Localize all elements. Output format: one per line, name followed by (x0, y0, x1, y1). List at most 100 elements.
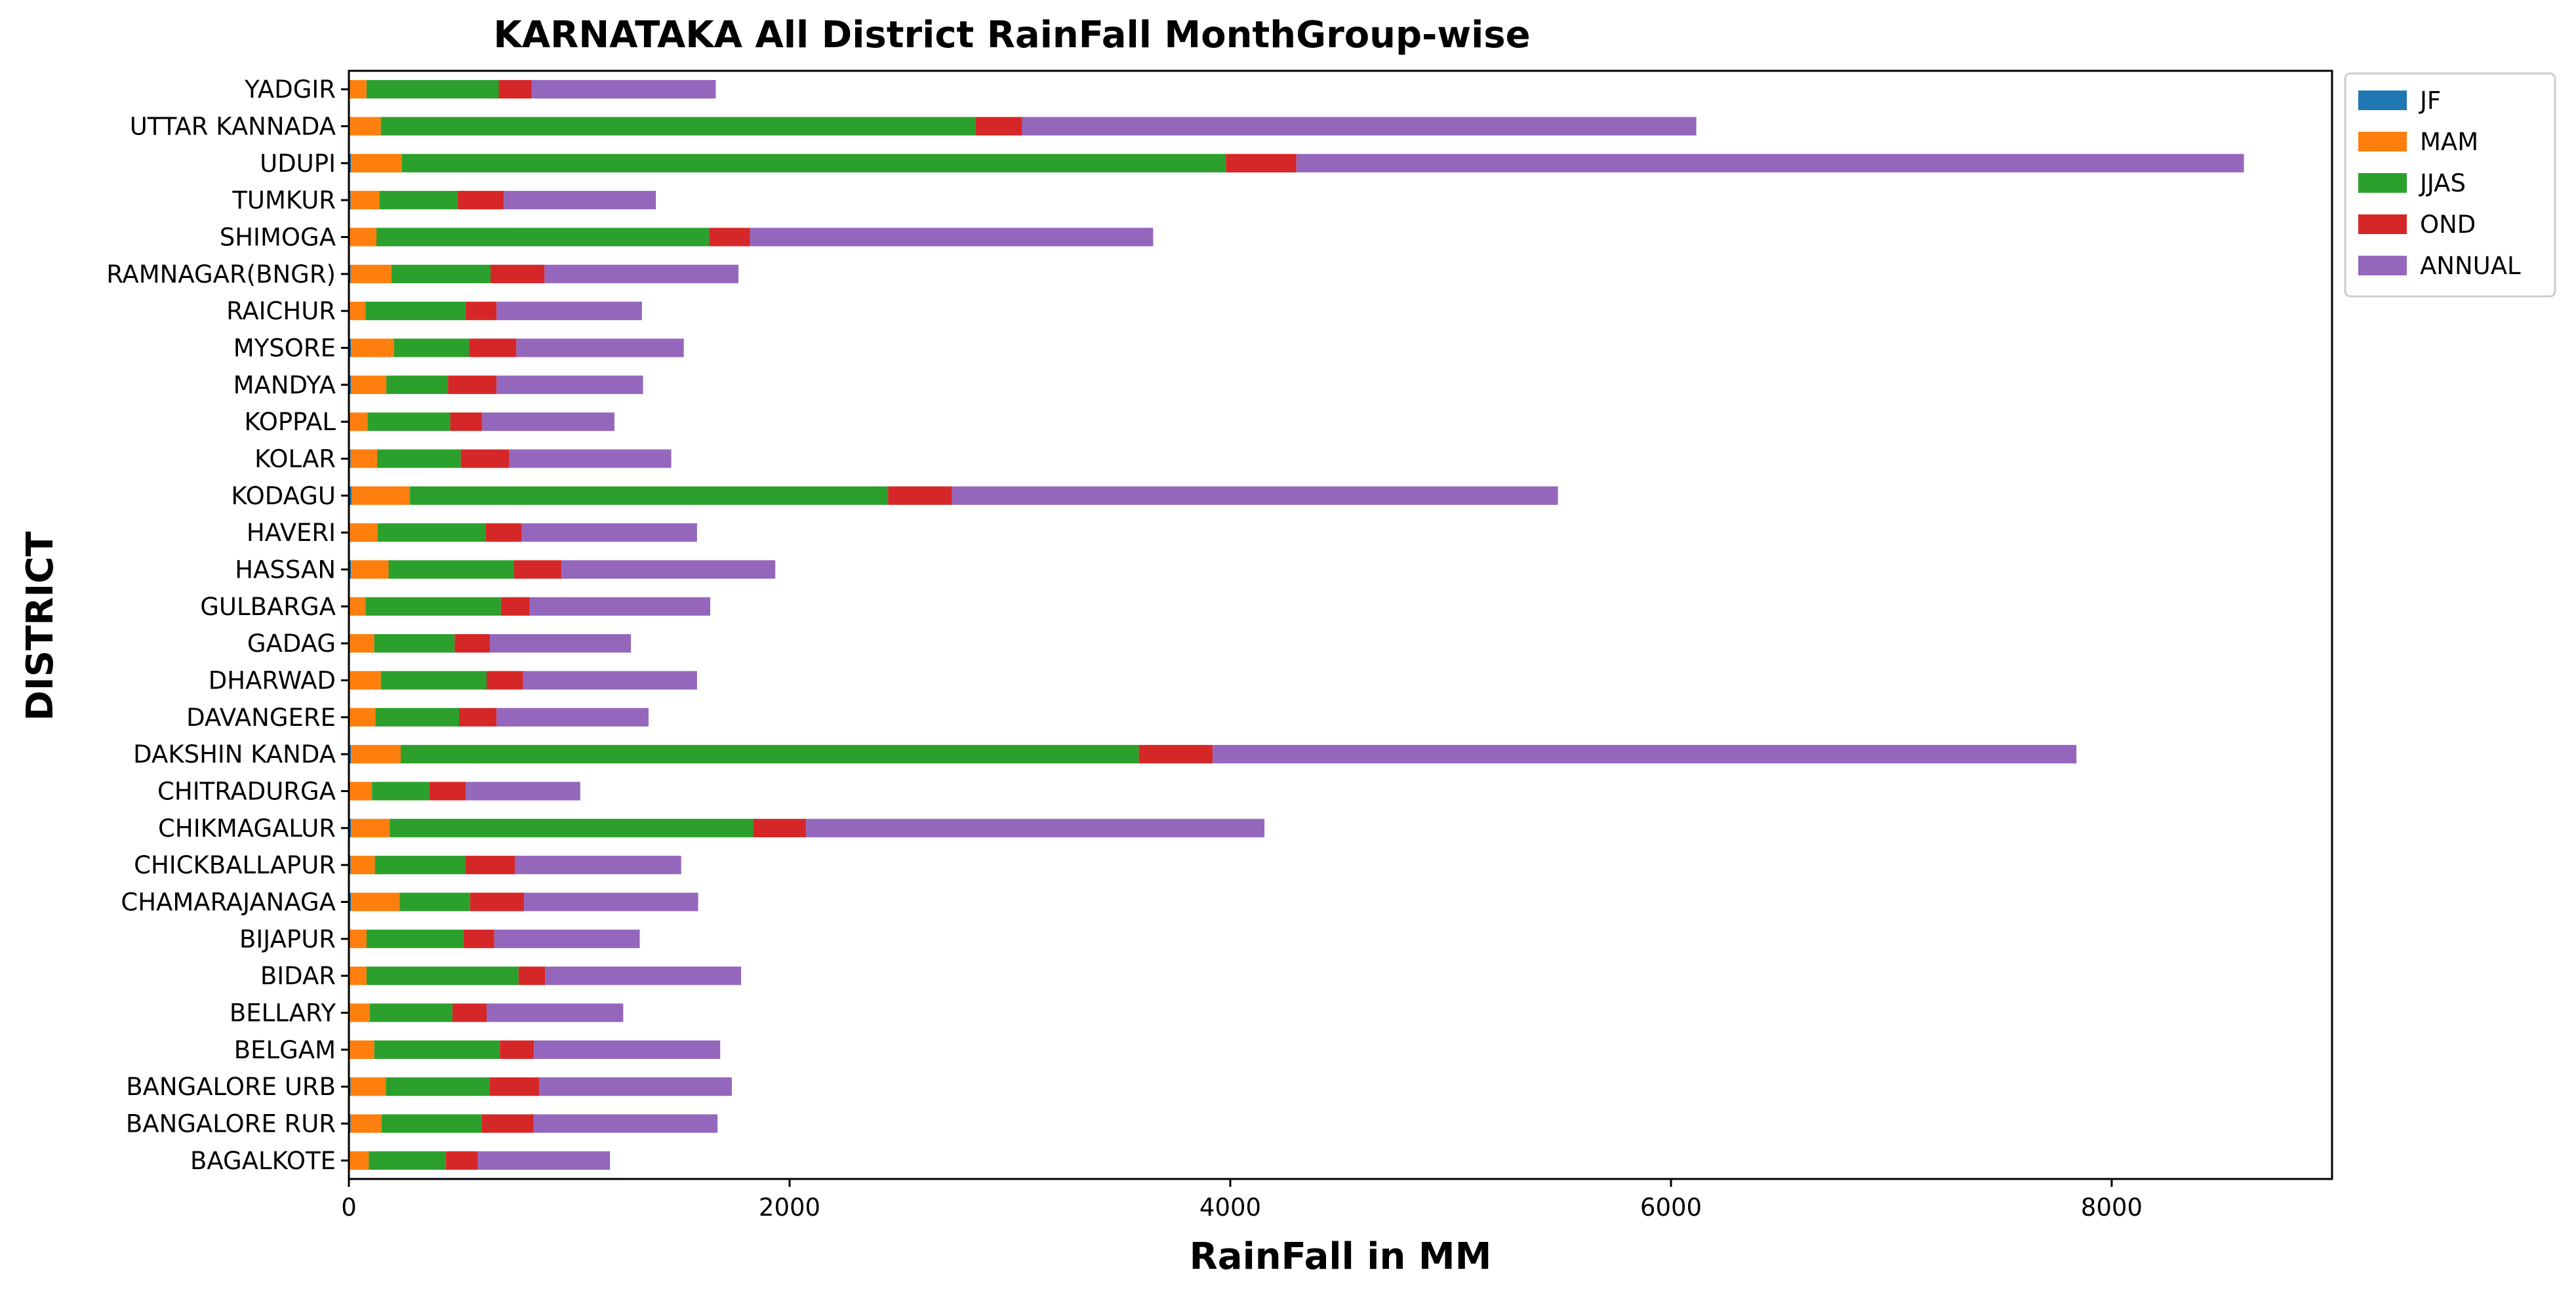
bar-annual-28 (1022, 117, 1697, 136)
y-tick-label: CHIKMAGALUR (158, 814, 336, 843)
bar-mam-3 (350, 1040, 374, 1059)
bar-ond-9 (753, 818, 807, 837)
bar-jjas-12 (375, 708, 459, 727)
y-tick-label: YADGIR (244, 75, 336, 104)
bar-ond-8 (465, 856, 515, 875)
y-tick-label: BANGALORE URB (126, 1073, 336, 1101)
bar-ond-20 (450, 412, 483, 431)
bar-jjas-21 (386, 375, 449, 394)
bar-annual-3 (534, 1040, 721, 1059)
bar-ond-21 (448, 375, 497, 394)
y-tick-label: BANGALORE RUR (126, 1110, 336, 1138)
y-tick-label: HAVERI (247, 519, 336, 547)
bar-ond-23 (466, 302, 497, 321)
bar-annual-6 (494, 929, 640, 948)
y-tick-label: SHIMOGA (220, 224, 336, 252)
bar-jjas-29 (366, 80, 499, 99)
bar-ond-26 (457, 191, 504, 210)
bar-annual-23 (496, 302, 642, 321)
legend-swatch-ond (2358, 214, 2407, 234)
bar-jjas-7 (399, 892, 470, 911)
bar-annual-5 (545, 967, 742, 986)
bar-ond-15 (500, 597, 530, 616)
bar-jjas-28 (380, 117, 976, 136)
y-tick-label: DAVANGERE (186, 704, 336, 732)
bar-annual-10 (466, 782, 580, 801)
bar-ond-24 (491, 264, 545, 283)
bar-mam-7 (351, 892, 400, 911)
bar-mam-19 (350, 449, 378, 468)
y-tick-label: RAICHUR (226, 297, 336, 325)
bar-mam-12 (350, 708, 376, 727)
bar-ond-5 (518, 967, 546, 986)
x-axis-ticks: 0 2000 4000 6000 8000 (341, 1179, 2143, 1222)
bar-ond-6 (463, 929, 494, 948)
bar-mam-2 (350, 1077, 386, 1096)
bar-annual-16 (561, 560, 776, 579)
bars-group (349, 80, 2244, 1170)
bar-jjas-18 (410, 486, 889, 505)
plot-frame (348, 70, 2333, 1180)
bar-mam-24 (350, 264, 392, 283)
bar-jjas-17 (377, 523, 486, 542)
y-tick-label: KODAGU (231, 482, 336, 510)
bar-jjas-22 (393, 338, 470, 357)
x-tick-label: 8000 (2081, 1193, 2143, 1222)
bar-jjas-13 (380, 671, 487, 690)
bar-mam-16 (351, 560, 389, 579)
bar-annual-8 (515, 856, 681, 875)
legend-frame (2344, 72, 2556, 298)
bar-jjas-3 (374, 1040, 500, 1059)
bar-jf-18 (349, 486, 352, 505)
bar-annual-25 (750, 228, 1154, 247)
bar-mam-22 (351, 338, 394, 357)
x-tick-label: 6000 (1640, 1193, 1702, 1222)
bar-annual-14 (490, 634, 632, 653)
bar-ond-1 (481, 1114, 534, 1133)
bar-mam-8 (350, 856, 375, 875)
bar-ond-29 (498, 80, 532, 99)
bar-jjas-5 (366, 967, 519, 986)
bar-mam-29 (350, 80, 367, 99)
legend-swatch-jjas (2358, 173, 2407, 193)
bar-jjas-0 (369, 1151, 446, 1170)
bar-ond-0 (445, 1151, 478, 1170)
bar-ond-11 (1138, 745, 1213, 764)
bar-mam-9 (351, 818, 390, 837)
y-tick-label: BAGALKOTE (190, 1147, 336, 1175)
bar-ond-13 (487, 671, 523, 690)
bar-jjas-10 (372, 782, 430, 801)
x-tick-label: 4000 (1199, 1193, 1261, 1222)
bar-annual-2 (538, 1077, 732, 1096)
bar-jjas-26 (379, 191, 458, 210)
y-tick-label: BIJAPUR (239, 925, 336, 953)
bar-jf-21 (349, 375, 352, 394)
y-tick-label: RAMNAGAR(BNGR) (106, 260, 336, 289)
bar-jjas-25 (376, 228, 710, 247)
bar-jjas-20 (367, 412, 451, 431)
bar-mam-25 (350, 228, 376, 247)
y-tick-label: GADAG (247, 629, 336, 658)
bar-ond-22 (469, 338, 517, 357)
bar-ond-17 (485, 523, 522, 542)
y-tick-label: UTTAR KANNADA (130, 113, 336, 141)
y-tick-label: HASSAN (235, 556, 336, 584)
bar-annual-24 (544, 264, 739, 283)
bar-ond-7 (470, 892, 525, 911)
bar-ond-14 (454, 634, 491, 653)
bar-jjas-15 (365, 597, 501, 616)
x-tick-label: 0 (341, 1193, 357, 1222)
legend-label-jf: JF (2419, 87, 2441, 115)
bar-annual-21 (496, 375, 643, 394)
bar-annual-22 (516, 338, 684, 357)
bar-jf-22 (349, 338, 352, 357)
bar-mam-0 (350, 1151, 369, 1170)
bar-jf-7 (349, 892, 352, 911)
y-tick-label: GULBARGA (200, 593, 336, 621)
bar-jf-11 (349, 745, 352, 764)
bar-annual-18 (952, 486, 1558, 505)
y-tick-label: BELGAM (234, 1036, 336, 1064)
y-tick-label: MANDYA (233, 371, 336, 399)
bar-mam-26 (350, 191, 380, 210)
